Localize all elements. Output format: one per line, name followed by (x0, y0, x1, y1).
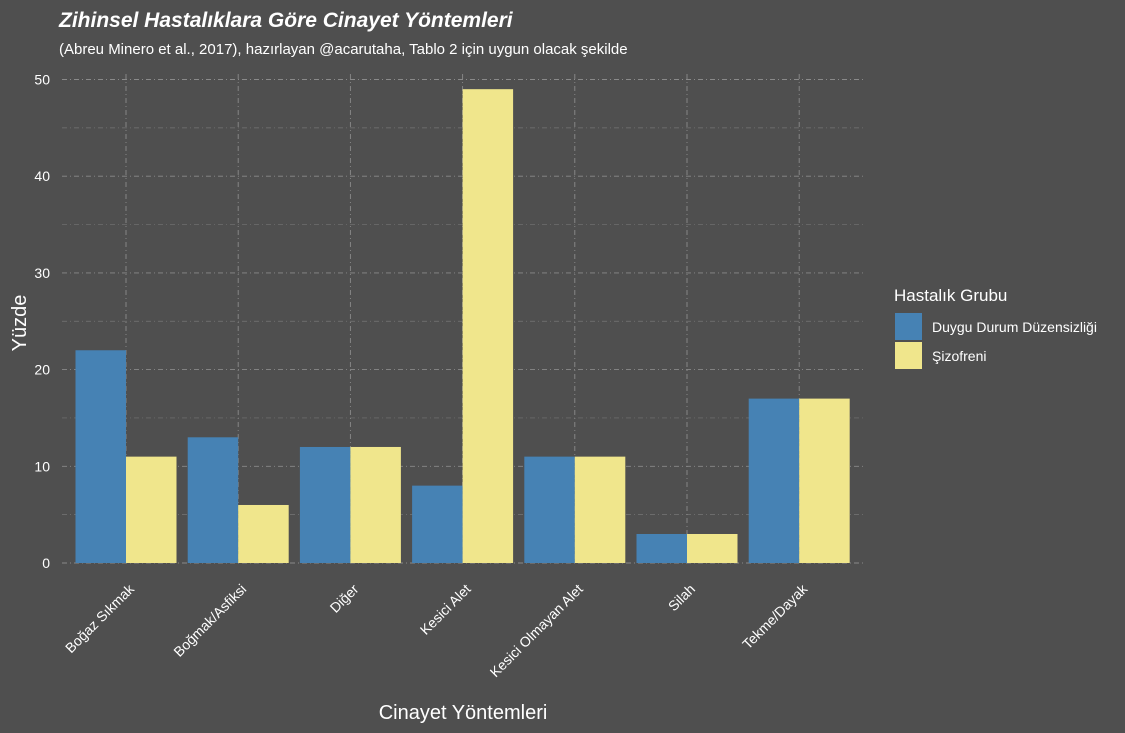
legend-swatch (895, 313, 922, 340)
y-tick-label: 10 (34, 458, 50, 474)
y-tick-label: 30 (34, 265, 50, 281)
chart-title: Zihinsel Hastalıklara Göre Cinayet Yönte… (58, 9, 514, 32)
legend: Hastalık Grubu Duygu Durum Düzensizliği Ş… (894, 286, 1097, 369)
bar-sizofreni (799, 398, 850, 563)
bar-duygu-durum (524, 456, 575, 563)
x-tick-label: Boğmak/Asfiksi (170, 581, 249, 660)
x-tick-label: Silah (665, 581, 698, 614)
bar-duygu-durum (75, 350, 126, 563)
bar-sizofreni (126, 456, 177, 563)
bar-duygu-durum (636, 533, 687, 563)
x-tick-label: Diğer (327, 581, 362, 616)
x-axis-ticks: Boğaz Sıkmak Boğmak/Asfiksi Diğer Kesici Al… (62, 580, 811, 680)
x-tick-label: Kesici Olmayan Alet (487, 581, 586, 680)
legend-title: Hastalık Grubu (894, 286, 1007, 305)
bar-sizofreni (462, 89, 514, 564)
x-tick-label: Boğaz Sıkmak (62, 580, 138, 656)
y-tick-label: 0 (42, 555, 50, 571)
legend-swatch (895, 342, 922, 369)
x-tick-label: Tekme/Dayak (739, 580, 811, 652)
y-axis-title: Yüzde (9, 295, 31, 352)
y-tick-label: 40 (34, 168, 50, 184)
x-tick-label: Kesici Alet (417, 581, 474, 638)
legend-items: Duygu Durum Düzensizliği Şizofreni (895, 313, 1097, 369)
y-tick-label: 50 (34, 72, 50, 88)
bar-duygu-durum (187, 437, 239, 563)
chart-subtitle: (Abreu Minero et al., 2017), hazırlayan … (59, 41, 628, 58)
x-axis-title: Cinayet Yöntemleri (379, 702, 548, 724)
legend-label: Şizofreni (932, 348, 986, 364)
bar-duygu-durum (412, 485, 463, 563)
bar-duygu-durum (748, 398, 800, 563)
bar-sizofreni (350, 446, 401, 563)
bars (75, 89, 850, 564)
y-tick-label: 20 (34, 362, 50, 378)
bar-sizofreni (574, 456, 626, 563)
legend-label: Duygu Durum Düzensizliği (932, 319, 1097, 335)
y-axis-ticks: 0 10 20 30 40 50 (34, 72, 50, 572)
bar-duygu-durum (299, 446, 351, 563)
bar-sizofreni (238, 504, 289, 563)
bar-sizofreni (687, 533, 738, 563)
